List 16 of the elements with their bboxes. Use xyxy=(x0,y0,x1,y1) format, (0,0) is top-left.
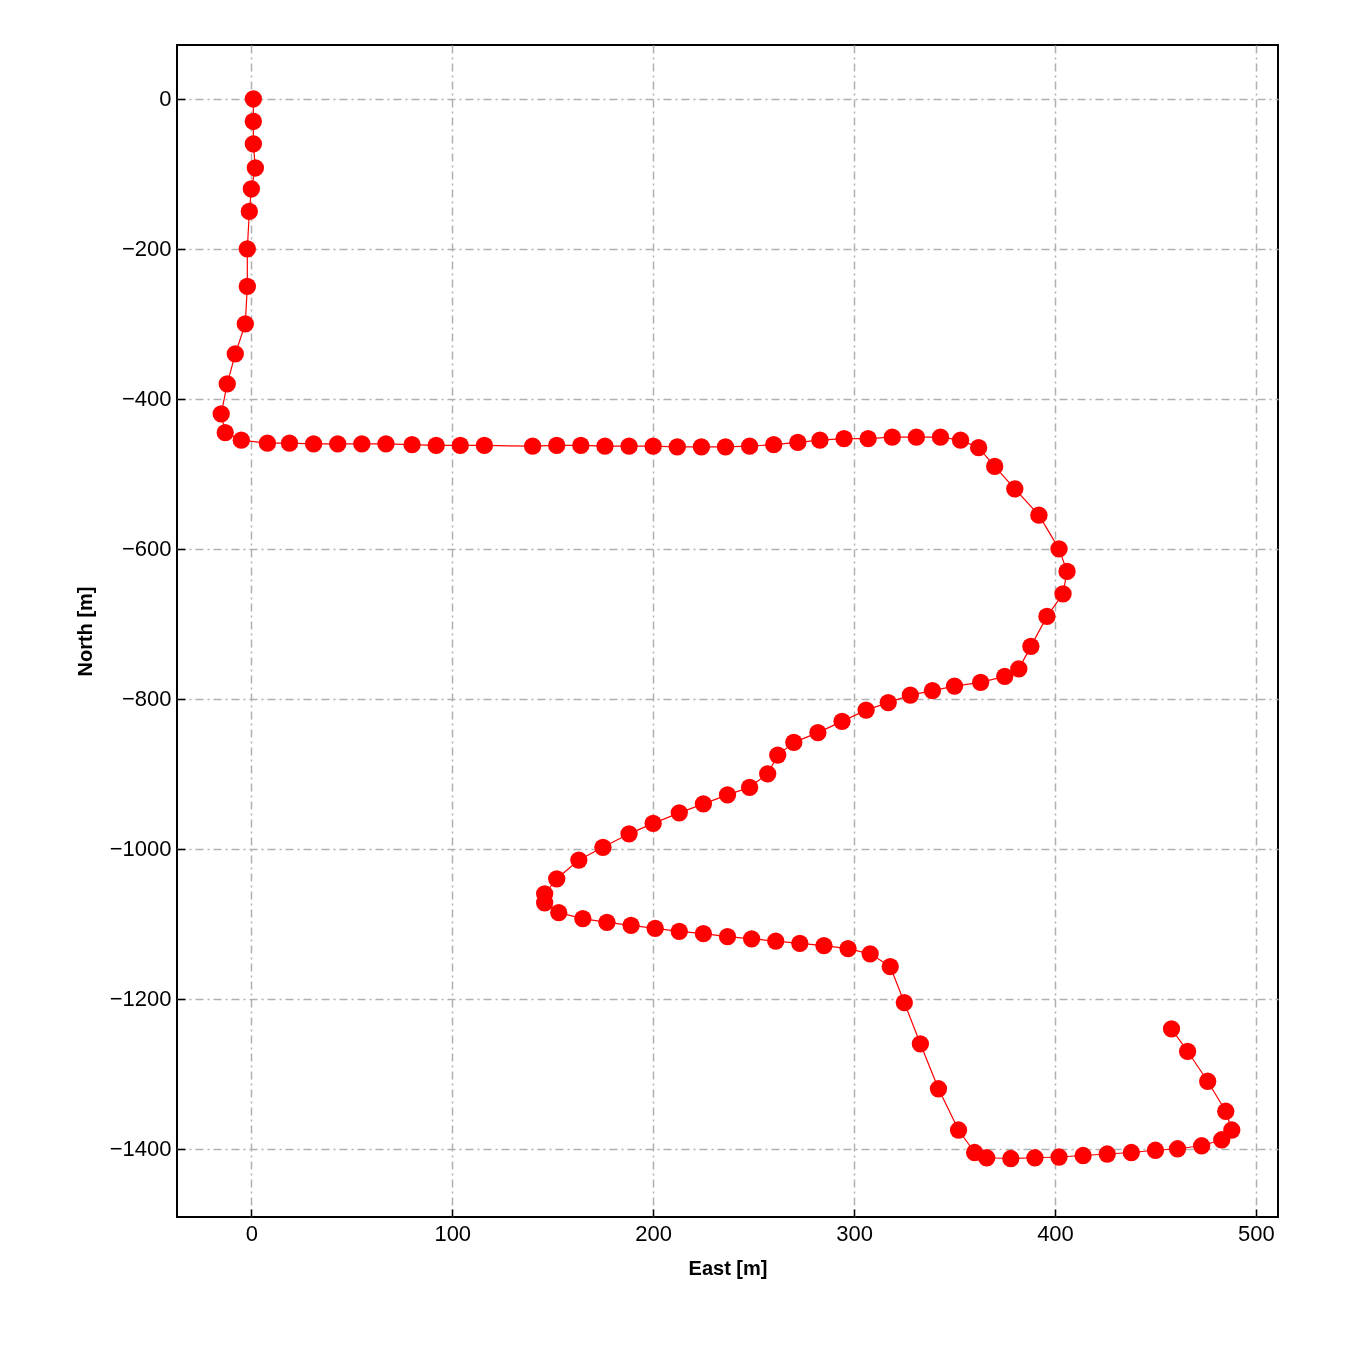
y-tick-label: 0 xyxy=(159,86,172,112)
y-tick-label: −800 xyxy=(121,686,172,712)
y-tick-label: −1200 xyxy=(109,986,172,1012)
y-tick-label: −1000 xyxy=(109,836,172,862)
x-tick-label: 500 xyxy=(1238,1220,1275,1246)
y-tick-label: −200 xyxy=(121,236,172,262)
y-tick-label: −400 xyxy=(121,386,172,412)
x-tick-label: 400 xyxy=(1037,1220,1074,1246)
x-axis-title: East [m] xyxy=(688,1256,768,1279)
y-tick-label: −1400 xyxy=(109,1136,172,1162)
y-tick-label: −600 xyxy=(121,536,172,562)
x-tick-label: 300 xyxy=(836,1220,873,1246)
x-tick-label: 200 xyxy=(635,1220,673,1246)
x-tick-label: 0 xyxy=(245,1220,258,1246)
y-axis-title: North [m] xyxy=(73,586,96,677)
x-tick-label: 100 xyxy=(434,1220,472,1246)
